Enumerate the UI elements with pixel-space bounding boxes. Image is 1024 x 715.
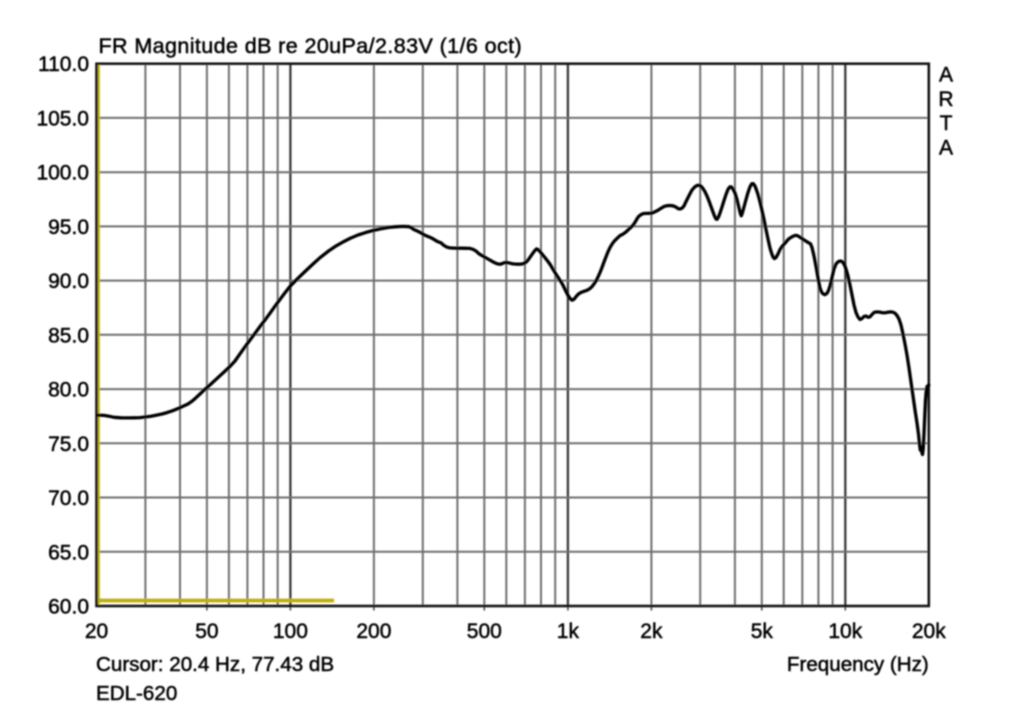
svg-text:20k: 20k (912, 620, 946, 643)
svg-text:A: A (939, 64, 953, 87)
svg-text:105.0: 105.0 (36, 107, 89, 130)
svg-text:70.0: 70.0 (48, 487, 89, 510)
svg-text:65.0: 65.0 (48, 541, 89, 564)
svg-text:95.0: 95.0 (48, 216, 89, 239)
svg-text:FR Magnitude dB re 20uPa/2.83V: FR Magnitude dB re 20uPa/2.83V (1/6 oct) (99, 34, 523, 58)
svg-text:5k: 5k (751, 620, 774, 643)
svg-text:R: R (938, 88, 953, 111)
svg-text:2k: 2k (640, 620, 663, 643)
svg-text:100.0: 100.0 (36, 162, 89, 185)
svg-text:200: 200 (356, 620, 391, 643)
svg-text:20: 20 (85, 620, 108, 643)
svg-text:500: 500 (467, 620, 502, 643)
svg-text:80.0: 80.0 (48, 379, 89, 402)
svg-text:60.0: 60.0 (48, 596, 89, 619)
svg-text:110.0: 110.0 (38, 53, 89, 76)
svg-text:Cursor: 20.4 Hz, 77.43 dB: Cursor: 20.4 Hz, 77.43 dB (96, 653, 334, 676)
svg-text:Frequency (Hz): Frequency (Hz) (787, 653, 929, 676)
svg-text:A: A (939, 136, 953, 159)
svg-text:EDL-620: EDL-620 (96, 682, 177, 705)
svg-text:85.0: 85.0 (48, 324, 89, 347)
svg-text:1k: 1k (557, 620, 580, 643)
svg-text:100: 100 (273, 620, 308, 643)
svg-text:75.0: 75.0 (48, 433, 89, 456)
svg-text:90.0: 90.0 (48, 270, 89, 293)
svg-text:T: T (940, 112, 953, 135)
svg-text:10k: 10k (828, 620, 862, 643)
svg-text:50: 50 (195, 620, 218, 643)
